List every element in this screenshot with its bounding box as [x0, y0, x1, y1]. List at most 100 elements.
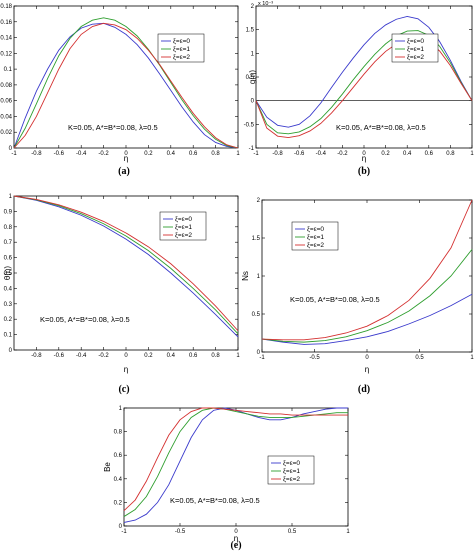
series-line-2 — [13, 17, 239, 149]
x-tick-label: -0.8 — [31, 353, 42, 359]
y-tick-label: 0.16 — [0, 20, 12, 26]
x-tick-label: -0.8 — [31, 151, 42, 157]
y-tick-label: 0.04 — [0, 114, 12, 120]
y-tick-label: 1 — [9, 194, 13, 200]
series-line-3 — [13, 195, 239, 332]
y-tick-label: 0.06 — [0, 99, 12, 105]
x-tick-label: -0.5 — [175, 529, 186, 535]
chart-panel-e: -1 -0.5 0 0.5 1 0 0.2 0.4 0.6 0.8 1 ξ=ε=0ξ=ε=1ξ=ε=2… — [103, 406, 350, 551]
x-tick-label: 0.2 — [144, 151, 153, 157]
x-tick-label: -0.5 — [309, 355, 320, 361]
chart-panel-a: -1 -0.8 -0.6 -0.4 -0.2 0 0.2 0.4 0.6 0.8 1 0 0.02 0.0… — [0, 4, 240, 177]
x-tick-label: 0 — [365, 355, 369, 361]
x-tick-label: 1 — [470, 355, 474, 361]
y-tick-label: 0 — [251, 99, 255, 105]
legend-entry: ξ=ε=1 — [175, 224, 192, 231]
plot-frame — [255, 5, 473, 149]
x-tick-label: 0.5 — [288, 529, 297, 535]
x-tick-label: -0.2 — [337, 151, 348, 157]
legend-entry: ξ=ε=1 — [283, 468, 300, 475]
y-tick-label: 0.02 — [0, 130, 12, 136]
x-tick-label: 1 — [346, 529, 350, 535]
x-tick-label: 0.5 — [415, 355, 424, 361]
legend-entry: ξ=ε=2 — [307, 242, 324, 249]
panel-caption: (d) — [358, 384, 370, 395]
series-line-1 — [261, 293, 473, 345]
x-tick-label: 0 — [124, 353, 128, 359]
legend-entry: ξ=ε=0 — [283, 460, 300, 467]
y-tick-label: 1 — [119, 406, 123, 412]
y-tick-label: 0.5 — [252, 312, 261, 318]
x-tick-label: -1 — [11, 151, 17, 157]
y-tick-label: 2 — [251, 4, 255, 10]
y-tick-label: 0.1 — [4, 333, 13, 339]
x-axis-label: η — [362, 154, 366, 163]
legend-entry: ξ=ε=0 — [407, 38, 424, 45]
x-tick-label: -0.4 — [76, 151, 87, 157]
y-tick-label: 0.8 — [114, 430, 123, 436]
x-tick-label: -0.4 — [316, 151, 327, 157]
x-tick-label: -0.8 — [272, 151, 283, 157]
y-tick-label: 0.2 — [4, 317, 13, 323]
y-tick-label: 0.4 — [4, 286, 13, 292]
panel-caption: (b) — [358, 166, 370, 177]
legend-entry: ξ=ε=0 — [173, 38, 190, 45]
y-tick-label: 0 — [9, 146, 13, 152]
panel-caption: (a) — [118, 166, 130, 177]
series-line-3 — [261, 199, 473, 341]
y-axis-label: Be — [103, 462, 112, 472]
series-line-3 — [123, 407, 348, 511]
panel-caption: (c) — [118, 384, 129, 395]
legend-entry: ξ=ε=1 — [173, 46, 190, 53]
y-tick-label: 0 — [9, 348, 13, 354]
x-tick-label: 0 — [124, 151, 128, 157]
x-tick-label: 0.8 — [446, 151, 455, 157]
x-tick-label: -0.6 — [294, 151, 305, 157]
y-tick-label: 1 — [251, 51, 255, 57]
x-tick-label: -0.2 — [98, 353, 109, 359]
y-tick-label: 0.1 — [4, 67, 13, 73]
x-tick-label: 1 — [236, 151, 240, 157]
x-tick-label: -1 — [253, 151, 259, 157]
x-tick-label: 0.2 — [144, 353, 153, 359]
chart-panel-d: -1 -0.5 0 0.5 1 0 0.5 1 1.5 2 ξ=ε=0ξ=ε=1ξ=ε=2 K=0.0… — [241, 198, 474, 395]
panel-caption: (e) — [230, 540, 241, 551]
x-axis-label: η — [124, 154, 128, 163]
x-tick-label: 0.6 — [189, 353, 198, 359]
legend-entry: ξ=ε=1 — [307, 234, 324, 241]
y-axis-label: θ(η) — [3, 266, 12, 281]
x-tick-label: 0.6 — [189, 151, 198, 157]
x-tick-label: -1 — [121, 529, 127, 535]
y-tick-label: 0.08 — [0, 83, 12, 89]
y-tick-label: 2 — [257, 198, 261, 204]
y-tick-label: -1 — [249, 146, 255, 152]
legend-entry: ξ=ε=2 — [173, 54, 190, 61]
y-tick-label: 0.9 — [4, 209, 13, 215]
x-tick-label: -0.2 — [98, 151, 109, 157]
parameter-annotation: K=0.05, A*=B*=0.08, λ=0.5 — [40, 315, 130, 324]
x-tick-label: 0.4 — [167, 151, 176, 157]
series-line-2 — [261, 249, 473, 343]
x-tick-label: 1 — [470, 151, 474, 157]
y-tick-label: 0.6 — [114, 453, 123, 459]
y-tick-label: -0.5 — [244, 122, 255, 128]
y-tick-label: 1.5 — [246, 28, 255, 34]
series-line-1 — [13, 22, 239, 149]
y-tick-label: 0.14 — [0, 36, 12, 42]
parameter-annotation: K=0.05, A*=B*=0.08, λ=0.5 — [290, 295, 380, 304]
x-tick-label: 0 — [362, 151, 366, 157]
x-axis-label: η — [365, 365, 369, 374]
plot-frame — [123, 407, 349, 527]
legend-entry: ξ=ε=1 — [407, 46, 424, 53]
x-tick-label: 0.8 — [211, 353, 220, 359]
series-line-3 — [13, 22, 239, 149]
parameter-annotation: K=0.05, A*=B*=0.08, λ=0.5 — [68, 123, 158, 132]
y-axis-label: Ns — [241, 271, 250, 281]
y-tick-label: 0.8 — [4, 225, 13, 231]
x-tick-label: 1 — [236, 353, 240, 359]
x-tick-label: 0.4 — [403, 151, 412, 157]
y-tick-label: 0 — [257, 350, 261, 356]
series-line-1 — [13, 195, 239, 338]
y-axis-label: g(η) — [248, 70, 257, 85]
